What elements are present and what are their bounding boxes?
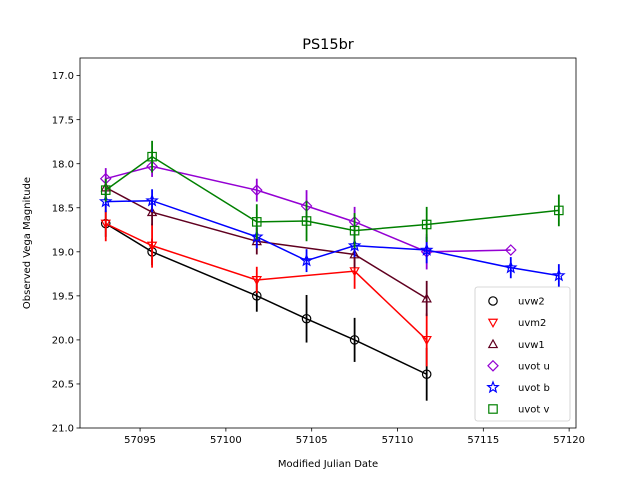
y-tick-label: 19.5 [52, 291, 74, 302]
data-point [146, 206, 158, 217]
data-point [251, 276, 262, 286]
series-line-uvw2 [105, 222, 428, 375]
legend-label: uvw2 [518, 297, 545, 308]
x-tick-label: 57120 [553, 435, 585, 446]
x-tick-label: 57110 [382, 435, 414, 446]
data-point [421, 293, 432, 303]
legend: uvw2 uvm2 uvw1 uvot u uvot b uvot v [474, 286, 571, 422]
legend-marker [486, 380, 500, 394]
y-tick-label: 17.5 [52, 115, 74, 126]
legend-label: uvot v [518, 405, 549, 416]
data-point [100, 185, 111, 195]
x-tick-label: 57115 [467, 435, 499, 446]
series-uvot-v [100, 140, 564, 249]
legend-label: uvot u [518, 361, 550, 372]
y-tick-label: 19.0 [52, 247, 74, 258]
series-uvm2 [100, 206, 432, 367]
x-axis-label: Modified Julian Date [278, 459, 378, 470]
y-axis-label: Observed Vega Magnitude [22, 177, 33, 309]
legend-box [474, 286, 571, 422]
data-point [349, 225, 360, 236]
x-tick-label: 57095 [124, 435, 156, 446]
legend-marker [487, 318, 499, 329]
data-point [552, 268, 566, 282]
data-point [301, 216, 312, 226]
legend-item-uvm2: uvm2 [487, 318, 546, 329]
data-point [98, 194, 113, 208]
data-point [421, 335, 432, 346]
legend-item-uvw2: uvw2 [488, 296, 545, 308]
y-tick-label: 20.5 [52, 380, 74, 391]
plot-frame [79, 57, 577, 429]
legend-marker [488, 404, 498, 414]
data-point [421, 219, 432, 230]
data-point [503, 260, 518, 274]
data-point [349, 335, 360, 345]
data-point [504, 244, 517, 256]
legend-item-uvot-v: uvot v [488, 404, 549, 416]
y-tick-label: 18.5 [52, 203, 74, 214]
data-point [100, 219, 111, 230]
data-point [146, 241, 158, 252]
x-tick-label: 57105 [296, 435, 328, 446]
y-tick-label: 21.0 [52, 424, 74, 435]
legend-label: uvot b [518, 383, 550, 394]
legend-item-uvot-b: uvot b [486, 380, 550, 394]
legend-label: uvm2 [518, 318, 546, 329]
y-tick-label: 17.0 [52, 71, 74, 82]
legend-item-uvot-u: uvot u [487, 359, 550, 372]
data-point [349, 267, 360, 277]
x-tick-label: 57100 [210, 435, 242, 446]
y-tick-label: 18.0 [52, 159, 74, 170]
series-line-uvot-b [105, 199, 559, 277]
data-point [251, 217, 262, 227]
legend-label: uvw1 [518, 340, 545, 351]
legend-marker [488, 296, 498, 306]
data-point [301, 313, 312, 324]
data-point [250, 184, 263, 197]
legend-marker [487, 338, 499, 349]
y-tick-label: 20.0 [52, 336, 74, 347]
data-point [554, 205, 564, 216]
data-point [421, 369, 432, 380]
data-point [145, 193, 159, 207]
data-point [299, 253, 314, 267]
data-point [147, 151, 157, 162]
axis-ticks: 57095 57100 57105 57110 57115 57120 17.0 17.5 18… [52, 71, 585, 446]
legend-marker [487, 359, 499, 372]
chart-title: PS15br [302, 37, 354, 53]
plot-area [98, 140, 566, 401]
data-point [349, 249, 360, 259]
legend-item-uvw1: uvw1 [487, 338, 545, 351]
data-point [419, 242, 434, 256]
